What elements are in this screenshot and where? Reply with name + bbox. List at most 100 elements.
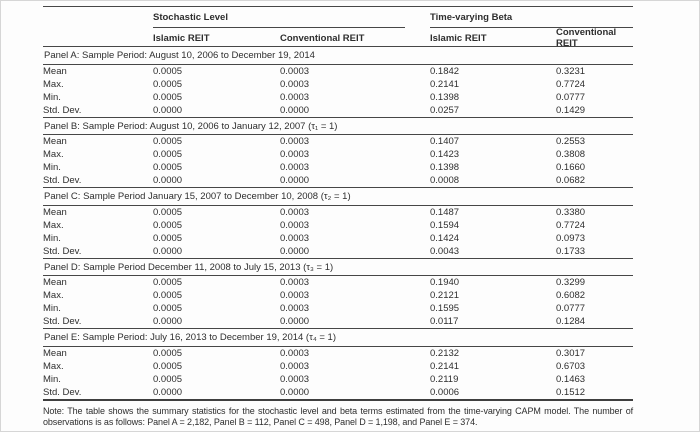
table-row: Std. Dev. 0.0000 0.0000 0.0257 0.1429 — [43, 104, 633, 117]
stat-value: 0.0003 — [280, 373, 310, 385]
column-header: Conventional REIT — [556, 27, 617, 49]
divider — [43, 275, 633, 276]
panel-a-title: Panel A: Sample Period: August 10, 2006 … — [44, 50, 315, 61]
stat-value: 0.7724 — [556, 78, 586, 90]
stat-value: 0.1463 — [556, 373, 586, 385]
table-row: Min. 0.0005 0.0003 0.1398 0.1660 — [43, 161, 633, 174]
column-group-time-varying-beta: Time-varying Beta — [430, 12, 633, 28]
stat-value: 0.0000 — [280, 104, 310, 116]
divider — [43, 345, 633, 347]
stat-value: 0.1398 — [430, 91, 460, 103]
column-header: Islamic REIT — [153, 32, 210, 44]
table-row: Mean 0.0005 0.0003 0.1487 0.3380 — [43, 206, 633, 219]
stat-value: 0.0000 — [153, 386, 183, 398]
stat-value: 0.1733 — [556, 245, 586, 257]
table-row: Min. 0.0005 0.0003 0.1595 0.0777 — [43, 302, 633, 315]
stat-value: 0.3017 — [556, 347, 586, 359]
stat-value: 0.0003 — [280, 91, 310, 103]
stat-value: 0.3299 — [556, 277, 586, 288]
panel-c-title: Panel C: Sample Period January 15, 2007 … — [44, 191, 351, 202]
divider — [43, 257, 633, 259]
table-note: Note: The table shows the summary statis… — [43, 405, 633, 428]
table-row: Min. 0.0005 0.0003 0.2119 0.1463 — [43, 373, 633, 386]
stat-value: 0.0003 — [280, 347, 310, 359]
stat-value: 0.0003 — [280, 78, 310, 90]
stat-value: 0.0000 — [153, 175, 183, 186]
stat-value: 0.0005 — [153, 136, 183, 147]
column-group-label: Time-varying Beta — [430, 12, 633, 28]
stat-value: 0.0003 — [280, 136, 310, 147]
column-group-stochastic-level: Stochastic Level — [153, 12, 430, 28]
stat-value: 0.3380 — [556, 206, 586, 218]
column-group-label: Stochastic Level — [153, 12, 405, 28]
stat-value: 0.0000 — [153, 104, 183, 116]
stat-value: 0.0003 — [280, 360, 310, 372]
stat-value: 0.0003 — [280, 206, 310, 218]
row-label: Mean — [43, 136, 67, 147]
table-row: Min. 0.0005 0.0003 0.1398 0.0777 — [43, 91, 633, 104]
table-row: Max. 0.0005 0.0003 0.2141 0.6703 — [43, 360, 633, 373]
stat-value: 0.0777 — [556, 303, 586, 314]
stat-value: 0.3231 — [556, 65, 586, 77]
stat-value: 0.0005 — [153, 206, 183, 218]
row-label: Max. — [43, 219, 64, 231]
stat-value: 0.1424 — [430, 232, 460, 244]
row-label: Max. — [43, 290, 64, 301]
stat-value: 0.0005 — [153, 232, 183, 244]
row-label: Max. — [43, 78, 64, 90]
header-rule — [43, 46, 633, 47]
stat-value: 0.0000 — [280, 386, 310, 398]
stat-value: 0.6703 — [556, 360, 586, 372]
table-row: Max. 0.0005 0.0003 0.2141 0.7724 — [43, 78, 633, 91]
stat-value: 0.0000 — [153, 245, 183, 257]
panel-b-title: Panel B: Sample Period: August 10, 2006 … — [44, 120, 338, 132]
row-label: Std. Dev. — [43, 104, 82, 116]
stat-value: 0.0005 — [153, 303, 183, 314]
stat-value: 0.2119 — [430, 373, 459, 385]
table-row: Std. Dev. 0.0000 0.0000 0.0117 0.1284 — [43, 315, 633, 328]
stat-value: 0.0003 — [280, 65, 310, 77]
stat-value: 0.2132 — [430, 347, 460, 359]
stat-value: 0.1512 — [556, 386, 586, 398]
stat-value: 0.1284 — [556, 316, 586, 327]
note-top-rule — [43, 398, 633, 401]
stat-value: 0.0005 — [153, 373, 183, 385]
panel-d-title: Panel D: Sample Period December 11, 2008… — [44, 261, 334, 273]
row-label: Min. — [43, 232, 61, 244]
row-label: Mean — [43, 277, 67, 288]
divider — [43, 328, 633, 329]
row-label: Std. Dev. — [43, 175, 82, 186]
stat-value: 0.1595 — [430, 303, 460, 314]
row-label: Min. — [43, 303, 61, 314]
stat-value: 0.0003 — [280, 277, 310, 288]
table-row: Std. Dev. 0.0000 0.0000 0.0043 0.1733 — [43, 245, 633, 258]
stat-value: 0.0005 — [153, 347, 183, 359]
table-row: Max. 0.0005 0.0003 0.1423 0.3808 — [43, 148, 633, 161]
stat-value: 0.0005 — [153, 78, 183, 90]
stat-value: 0.0117 — [430, 316, 459, 327]
row-label: Mean — [43, 347, 67, 359]
row-label: Mean — [43, 65, 67, 77]
table-row: Max. 0.0005 0.0003 0.2121 0.6082 — [43, 289, 633, 302]
row-label: Std. Dev. — [43, 245, 82, 257]
table-row: Mean 0.0005 0.0003 0.1940 0.3299 — [43, 276, 633, 289]
stat-value: 0.0005 — [153, 277, 183, 288]
stat-value: 0.3808 — [556, 149, 586, 160]
stat-value: 0.2141 — [430, 360, 460, 372]
stat-value: 0.0003 — [280, 290, 310, 301]
stat-value: 0.1407 — [430, 136, 460, 147]
stat-value: 0.1660 — [556, 162, 586, 173]
stat-value: 0.0005 — [153, 290, 183, 301]
stat-value: 0.1594 — [430, 219, 460, 231]
stat-value: 0.2141 — [430, 78, 460, 90]
stat-value: 0.0973 — [556, 232, 586, 244]
stat-value: 0.0257 — [430, 104, 460, 116]
stat-value: 0.0005 — [153, 149, 183, 160]
table-row: Std. Dev. 0.0000 0.0000 0.0008 0.0682 — [43, 174, 633, 187]
stat-value: 0.0005 — [153, 65, 183, 77]
divider — [43, 204, 633, 206]
stat-value: 0.2121 — [430, 290, 460, 301]
stat-value: 0.0008 — [430, 175, 460, 186]
row-label: Max. — [43, 360, 64, 372]
row-label: Std. Dev. — [43, 386, 82, 398]
